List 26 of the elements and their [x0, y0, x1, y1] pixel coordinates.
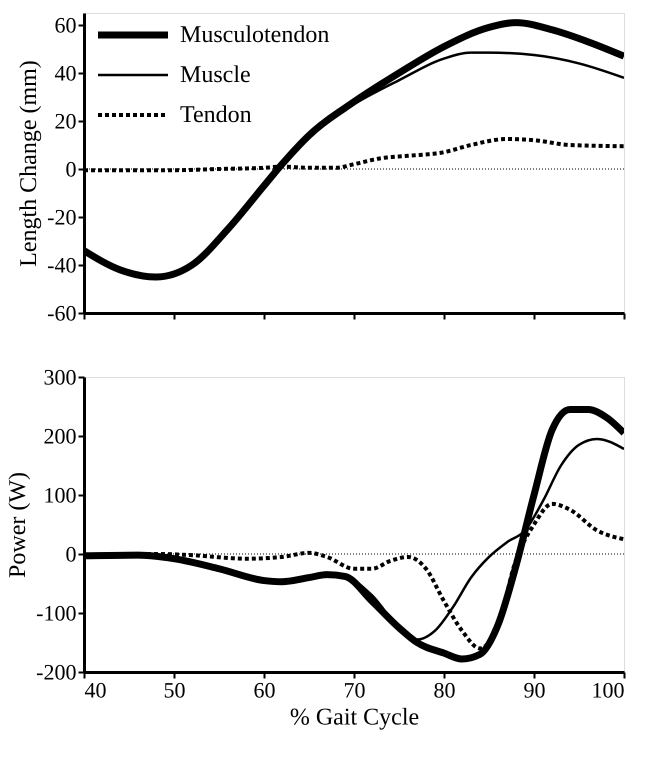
y-tick-label: 40	[54, 60, 76, 86]
x-tick-label: 60	[254, 678, 276, 702]
y-tick-label: 300	[44, 364, 76, 390]
y-tick-label: -100	[36, 600, 76, 626]
x-tick-label: 80	[434, 678, 456, 702]
x-tick-label: 70	[344, 678, 366, 702]
x-axis-title: % Gait Cycle	[290, 704, 420, 730]
x-tick-label: 40	[84, 678, 106, 702]
y-axis-title: Length Change (mm)	[16, 60, 42, 267]
y-tick-label: 0	[66, 156, 76, 182]
x-tick-label: 100	[592, 678, 624, 702]
y-tick-label: 100	[44, 482, 76, 508]
y-tick-label: 60	[54, 12, 76, 38]
y-tick-label: -20	[47, 204, 76, 230]
x-tick-label: 90	[524, 678, 546, 702]
y-tick-label: 20	[54, 108, 76, 134]
y-tick-label: -200	[36, 660, 76, 684]
y-tick-label: -60	[47, 300, 76, 326]
y-tick-label: -40	[47, 252, 76, 278]
y-tick-label: 0	[66, 542, 76, 566]
y-tick-label: 200	[44, 424, 76, 448]
x-tick-label: 50	[164, 678, 186, 702]
y-axis-title: Power (W)	[5, 472, 32, 578]
legend-label: Tendon	[180, 102, 252, 128]
legend-label: Musculotendon	[180, 22, 330, 48]
legend-label: Muscle	[180, 62, 251, 88]
